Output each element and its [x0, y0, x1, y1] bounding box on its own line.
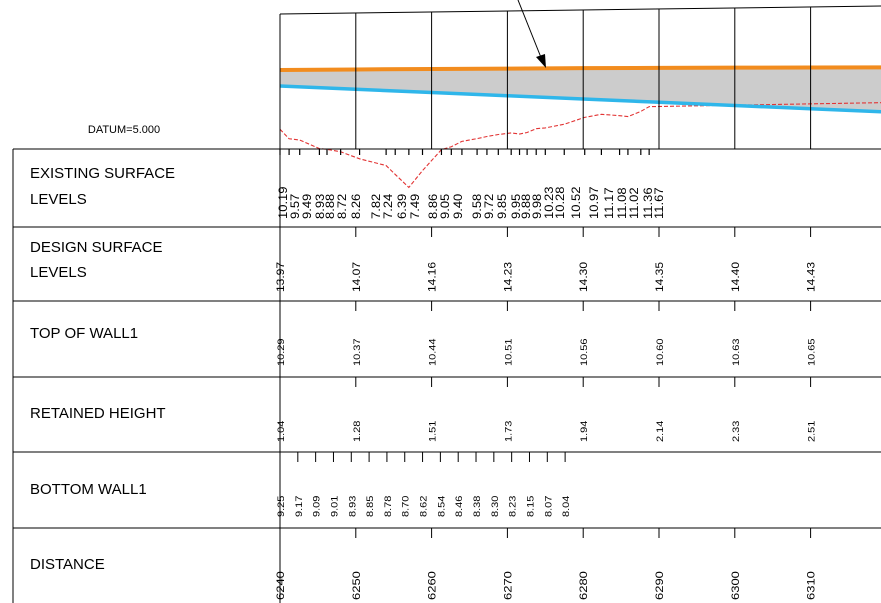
- existing-level-value: 8.88: [323, 194, 336, 219]
- bottom-wall-value: 8.78: [384, 495, 394, 517]
- bottom-wall-value: 8.93: [348, 495, 358, 517]
- band-grid: [12, 148, 881, 603]
- top-wall-value: 10.37: [353, 338, 363, 366]
- existing-level-value: 10.52: [569, 186, 582, 219]
- design-surface-line: [279, 65, 881, 72]
- bottom-wall-value: 8.70: [402, 495, 412, 517]
- existing-surface-line: [279, 102, 881, 189]
- distance-value: 6300: [729, 571, 742, 600]
- existing-level-value: 9.95: [509, 194, 522, 219]
- leader-line: [517, 0, 543, 61]
- retained-height-value: 2.51: [808, 420, 818, 442]
- retained-height-value: 1.94: [580, 420, 590, 442]
- existing-level-value: 11.08: [615, 187, 628, 219]
- existing-level-value: 9.85: [495, 194, 508, 219]
- row-label-design: DESIGN SURFACE: [30, 239, 163, 256]
- retained-height-value: 1.28: [353, 420, 363, 442]
- existing-level-value: 8.72: [335, 194, 348, 219]
- row-label-retained: RETAINED HEIGHT: [30, 405, 166, 422]
- distance-value: 6240: [274, 571, 287, 600]
- distance-value: 6270: [501, 571, 514, 600]
- existing-level-value: 11.36: [641, 187, 654, 219]
- top-wall-value: 10.60: [656, 338, 666, 366]
- design-level-value: 14.35: [654, 262, 665, 292]
- bottom-wall-value: 9.25: [277, 495, 287, 517]
- bottom-wall-value: 8.85: [366, 495, 376, 517]
- datum-label: DATUM=5.000: [88, 124, 160, 136]
- fill-region: [280, 67, 881, 113]
- existing-level-value: 7.49: [408, 194, 421, 219]
- retained-height-value: 2.33: [732, 420, 742, 442]
- distance-value: 6250: [350, 571, 363, 600]
- leader-arrowhead: [536, 54, 546, 68]
- bottom-wall-value: 8.07: [544, 495, 554, 517]
- existing-level-value: 8.93: [313, 194, 326, 219]
- distance-value: 6280: [577, 571, 590, 600]
- design-level-value: 14.40: [730, 262, 741, 292]
- top-of-wall-line: [279, 84, 881, 114]
- retained-height-value: 2.14: [656, 420, 666, 442]
- bottom-wall-value: 8.30: [491, 495, 501, 517]
- existing-level-value: 9.88: [519, 194, 532, 219]
- row-label-design: LEVELS: [30, 264, 87, 281]
- bottom-wall-value: 8.23: [509, 495, 519, 517]
- row-label-top: TOP OF WALL1: [30, 325, 138, 342]
- bottom-wall-value: 8.46: [455, 495, 465, 517]
- profile-area: DATUM=5.000: [88, 0, 881, 189]
- existing-level-value: 7.24: [381, 194, 394, 219]
- top-wall-value: 10.29: [277, 338, 287, 366]
- existing-level-value: 9.58: [470, 194, 483, 219]
- bottom-wall-value: 9.01: [330, 495, 340, 517]
- band-values: 10.199.579.49 8.938.888.72 8.26 7.827.24 6.3…: [274, 186, 881, 600]
- design-level-value: 14.30: [579, 262, 590, 292]
- profile-top-boundary: [279, 5, 881, 15]
- band-labels: EXISTING SURFACE LEVELS DESIGN SURFACE LEVE…: [30, 165, 175, 573]
- existing-level-value: 9.40: [451, 194, 464, 219]
- top-wall-value: 10.51: [504, 338, 514, 366]
- distance-value: 6310: [805, 571, 818, 600]
- top-wall-value: 10.44: [429, 338, 439, 366]
- top-wall-value: 10.65: [808, 338, 818, 366]
- row-label-existing: EXISTING SURFACE: [30, 165, 175, 182]
- existing-level-value: 8.26: [349, 194, 362, 219]
- existing-level-value: 6.39: [395, 194, 408, 219]
- top-wall-value: 10.63: [732, 338, 742, 366]
- design-level-value: 14.43: [806, 262, 817, 292]
- retained-height-value: 1.51: [429, 420, 439, 442]
- distance-value: 6290: [653, 571, 666, 600]
- design-level-value: 14.23: [503, 262, 514, 292]
- existing-level-value: 10.97: [587, 186, 600, 219]
- bottom-wall-value: 8.15: [526, 495, 536, 517]
- existing-level-value: 10.28: [553, 186, 566, 219]
- row-label-existing: LEVELS: [30, 191, 87, 208]
- existing-level-value: 10.19: [276, 186, 289, 219]
- design-level-value: 14.07: [351, 262, 362, 292]
- bottom-wall-value: 8.38: [473, 495, 483, 517]
- distance-value: 6260: [426, 571, 439, 600]
- bottom-wall-value: 8.54: [437, 495, 447, 517]
- existing-level-value: 9.05: [438, 194, 451, 219]
- design-level-value: 14.16: [427, 262, 438, 292]
- existing-level-value: 9.49: [300, 194, 313, 219]
- existing-level-value: 11.67: [652, 187, 665, 219]
- bottom-wall-value: 8.04: [562, 495, 572, 517]
- row-label-distance: DISTANCE: [30, 556, 105, 573]
- bottom-wall-value: 8.62: [419, 495, 429, 517]
- retained-height-value: 1.73: [504, 420, 514, 442]
- existing-level-value: 9.72: [482, 194, 495, 219]
- existing-level-value: 9.98: [530, 194, 543, 219]
- row-label-bottom: BOTTOM WALL1: [30, 481, 147, 498]
- existing-level-value: 7.82: [369, 194, 382, 219]
- retained-height-value: 1.04: [277, 420, 287, 442]
- existing-level-value: 9.57: [288, 194, 301, 219]
- top-wall-value: 10.56: [580, 338, 590, 366]
- existing-level-value: 11.02: [627, 187, 640, 219]
- existing-level-value: 8.86: [426, 194, 439, 219]
- bottom-wall-value: 9.09: [313, 495, 323, 517]
- existing-level-value: 11.17: [602, 187, 615, 219]
- bottom-wall-value: 9.17: [295, 495, 305, 517]
- design-level-value: 13.97: [275, 262, 286, 292]
- existing-level-value: 10.23: [542, 186, 555, 219]
